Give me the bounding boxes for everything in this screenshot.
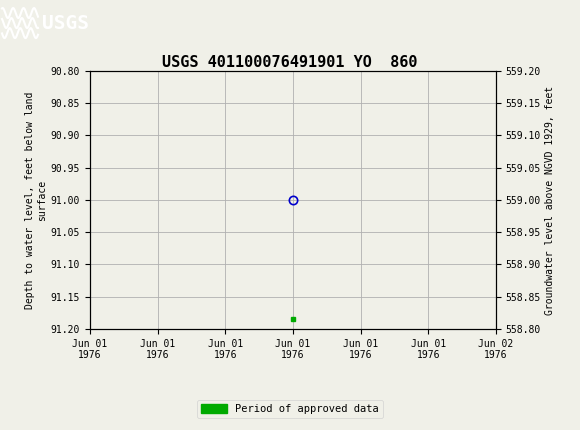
Y-axis label: Depth to water level, feet below land
surface: Depth to water level, feet below land su… [25,91,46,309]
Y-axis label: Groundwater level above NGVD 1929, feet: Groundwater level above NGVD 1929, feet [545,86,555,314]
Legend: Period of approved data: Period of approved data [197,400,383,418]
Text: USGS: USGS [42,14,89,33]
Text: USGS 401100076491901 YO  860: USGS 401100076491901 YO 860 [162,55,418,70]
